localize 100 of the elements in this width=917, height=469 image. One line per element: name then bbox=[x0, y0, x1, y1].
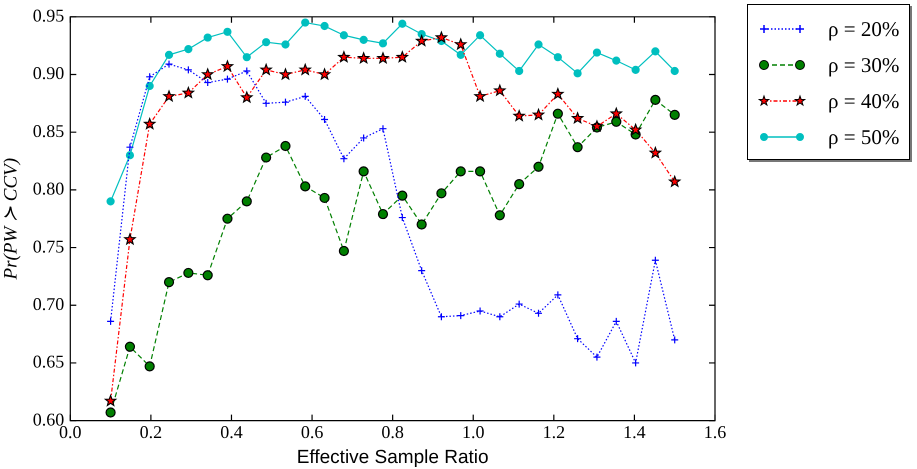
point bbox=[222, 214, 233, 224]
point bbox=[494, 210, 505, 220]
point bbox=[106, 197, 115, 206]
point bbox=[280, 68, 292, 80]
point bbox=[144, 118, 156, 130]
point bbox=[515, 66, 524, 76]
point bbox=[184, 66, 192, 74]
point bbox=[494, 84, 506, 96]
point bbox=[668, 176, 680, 187]
point bbox=[650, 146, 662, 158]
point bbox=[532, 108, 544, 120]
point bbox=[436, 188, 447, 198]
point bbox=[632, 358, 640, 368]
y-tick-label: 0.95 bbox=[32, 6, 64, 26]
x-tick-label: 0.8 bbox=[381, 422, 404, 442]
point bbox=[533, 162, 544, 172]
point bbox=[454, 38, 467, 50]
y-tick-label: 0.65 bbox=[32, 352, 64, 372]
point bbox=[651, 256, 660, 264]
x-tick-label: 1.0 bbox=[462, 422, 484, 442]
point bbox=[610, 108, 622, 119]
point bbox=[572, 142, 583, 152]
point bbox=[496, 312, 504, 321]
point bbox=[496, 50, 504, 58]
y-tick-label: 0.85 bbox=[32, 120, 64, 141]
x-tick-label: 1.2 bbox=[542, 422, 566, 442]
point bbox=[592, 353, 602, 362]
point bbox=[146, 72, 154, 81]
point bbox=[612, 317, 620, 326]
point bbox=[476, 306, 484, 316]
point bbox=[281, 98, 290, 106]
point bbox=[377, 52, 389, 64]
point bbox=[182, 86, 194, 98]
point bbox=[299, 64, 311, 75]
legend-label: ρ = 30% bbox=[828, 52, 900, 78]
point bbox=[320, 115, 329, 124]
point bbox=[242, 196, 252, 206]
point bbox=[202, 270, 213, 280]
point bbox=[378, 39, 388, 48]
point bbox=[572, 112, 584, 124]
point bbox=[301, 92, 310, 101]
point bbox=[184, 45, 192, 54]
point bbox=[338, 51, 350, 62]
point bbox=[670, 110, 680, 120]
point bbox=[514, 178, 524, 190]
point bbox=[126, 143, 134, 152]
point bbox=[397, 190, 408, 201]
point bbox=[144, 361, 155, 372]
point bbox=[223, 75, 232, 84]
point bbox=[105, 407, 116, 418]
point bbox=[456, 166, 466, 176]
point bbox=[474, 90, 486, 102]
point bbox=[262, 99, 270, 108]
x-tick-label: 1.4 bbox=[623, 422, 646, 442]
x-axis-title: Effective Sample Ratio bbox=[296, 446, 489, 468]
point bbox=[146, 82, 154, 90]
point bbox=[670, 336, 679, 344]
x-tick-label: 0.6 bbox=[300, 422, 324, 442]
point bbox=[358, 52, 370, 64]
point bbox=[456, 50, 465, 59]
point bbox=[281, 40, 290, 49]
point bbox=[319, 192, 330, 204]
point bbox=[242, 53, 251, 62]
point bbox=[106, 317, 115, 326]
point bbox=[261, 152, 272, 163]
point bbox=[670, 66, 679, 76]
y-tick-label: 0.80 bbox=[32, 178, 64, 199]
point bbox=[416, 34, 428, 46]
point bbox=[338, 246, 349, 256]
point bbox=[164, 277, 174, 288]
point bbox=[651, 47, 660, 56]
point bbox=[183, 268, 194, 278]
point bbox=[437, 312, 446, 321]
point bbox=[358, 166, 369, 176]
point bbox=[340, 154, 348, 163]
point bbox=[554, 290, 562, 299]
point bbox=[378, 124, 388, 133]
point bbox=[202, 68, 214, 80]
y-tick-label: 0.70 bbox=[32, 294, 64, 314]
point bbox=[360, 134, 368, 142]
point bbox=[398, 20, 406, 28]
point bbox=[260, 64, 272, 75]
legend-label: ρ = 20% bbox=[828, 16, 900, 42]
point bbox=[378, 208, 388, 220]
x-tick-label: 1.6 bbox=[704, 422, 726, 442]
y-tick-label: 0.75 bbox=[32, 236, 64, 256]
point bbox=[474, 166, 486, 176]
point bbox=[416, 219, 427, 230]
point bbox=[534, 309, 543, 318]
point bbox=[124, 342, 136, 352]
point bbox=[320, 22, 329, 30]
point bbox=[552, 88, 564, 100]
point bbox=[204, 33, 212, 42]
point bbox=[552, 108, 563, 119]
x-tick-label: 0.4 bbox=[220, 422, 243, 442]
point bbox=[398, 213, 406, 222]
legend-label: ρ = 40% bbox=[828, 88, 900, 114]
x-tick-label: 0.2 bbox=[140, 422, 162, 442]
point bbox=[611, 116, 622, 127]
point bbox=[163, 90, 175, 102]
